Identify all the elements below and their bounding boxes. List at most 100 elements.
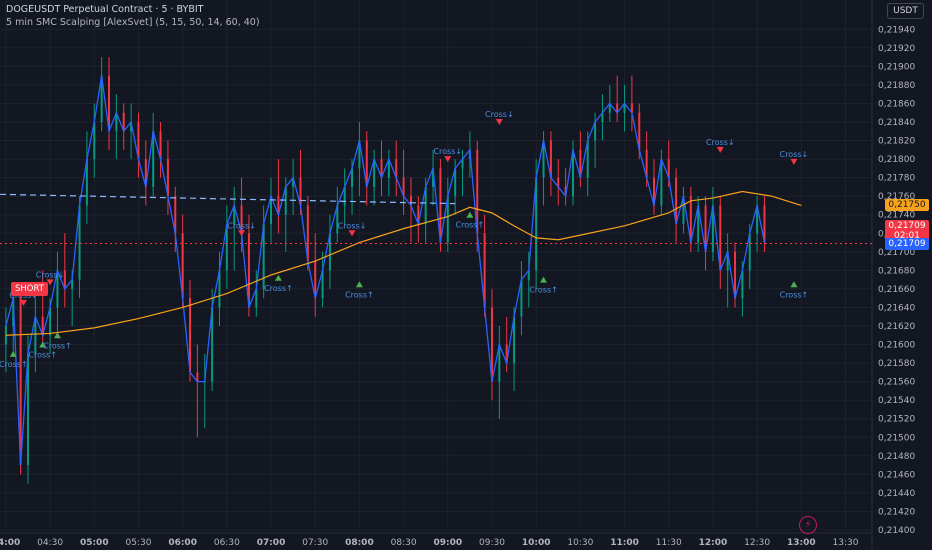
cross-down-arrow [716,146,724,153]
candle-body [63,270,66,289]
cross-up-label: Cross↑ [0,360,28,369]
y-tick-label: 0,21680 [878,266,915,276]
candle-body [741,270,744,299]
y-tick-label: 0,21480 [878,452,915,462]
candle-body [586,140,589,178]
candle-body [100,75,103,122]
price-line-badge: 0,21709 [885,238,929,250]
candle-body [358,140,361,169]
cross-up-arrow [355,281,363,288]
candle-body [26,353,29,466]
cross-up-label: Cross↑ [28,351,57,360]
currency-button[interactable]: USDT [887,3,924,19]
candle-body [682,196,685,224]
x-tick-label: 09:00 [433,538,462,548]
candle-body [225,224,228,271]
candle-body [343,186,346,206]
y-tick-label: 0,21660 [878,285,915,295]
bar-countdown: 02:01 [894,231,920,241]
cross-up-arrow [540,276,548,283]
x-tick-label: 09:30 [479,538,505,548]
x-tick-label: 07:30 [302,538,328,548]
candle-body [719,205,722,271]
candle-body [653,177,655,206]
cross-down-label: Cross↓ [338,221,367,230]
y-tick-label: 0,21460 [878,470,915,480]
y-tick-label: 0,21820 [878,137,915,147]
y-tick-label: 0,21860 [878,99,915,109]
candle-body [328,233,331,271]
candle-body [704,205,707,252]
cross-down-label: Cross↓ [36,270,65,279]
x-tick-label: 06:30 [214,538,240,548]
candle-body [513,316,516,364]
candle-body [527,270,530,280]
candle-body [321,270,324,299]
candle-body [233,205,236,224]
candle-body [299,177,302,206]
candle-body [490,307,493,382]
y-tick-label: 0,21920 [878,44,915,54]
cross-up-label: Cross↑ [43,341,72,350]
candle-body [446,196,449,243]
candle-body [292,177,295,187]
x-tick-label: 04:30 [37,538,63,548]
candle-body [380,159,383,178]
x-tick-label: 11:00 [610,538,639,548]
candle-body [306,205,309,262]
candle-body [93,122,96,160]
lightning-icon[interactable]: ⚡ [799,516,817,534]
candle-body [520,279,523,317]
y-tick-label: 0,21840 [878,118,915,128]
candle-body [667,159,670,178]
candle-body [314,261,317,299]
y-tick-label: 0,21560 [878,378,915,388]
candle-body [409,196,412,206]
candle-body [34,316,37,354]
candle-body [549,140,552,178]
candle-body [608,103,611,113]
y-tick-label: 0,21600 [878,341,915,351]
y-tick-label: 0,21760 [878,192,915,202]
x-tick-label: 10:00 [522,538,551,548]
cross-down-arrow [20,299,28,306]
candle-body [41,316,44,336]
cross-up-arrow [790,281,798,288]
candle-body [284,186,287,215]
candle-body [336,205,339,234]
candle-body [483,233,486,308]
cross-down-label: Cross↓ [706,138,735,147]
y-tick-label: 0,21520 [878,415,915,425]
candle-body [630,103,633,113]
symbol-title: DOGEUSDT Perpetual Contract · 5 · BYBIT [6,4,204,15]
cross-down-arrow [238,230,246,237]
candle-body [763,205,766,243]
candle-body [601,112,604,122]
candle-body [579,149,582,178]
last-price-value: 0,21709 [888,221,926,231]
candle-body [756,205,759,234]
indicator-legend[interactable]: 5 min SMC Scalping [AlexSvet] (5, 15, 50… [6,17,260,28]
candle-body [638,112,641,150]
y-tick-label: 0,21420 [878,507,915,517]
cross-down-arrow [444,156,452,163]
y-tick-label: 0,21800 [878,155,915,165]
candle-body [726,251,729,271]
y-tick-label: 0,21540 [878,396,915,406]
cross-up-arrow [53,332,61,339]
cross-up-arrow [39,341,47,348]
candle-body [270,196,273,224]
candle-body [108,75,110,132]
candle-body [255,288,258,308]
close-price-line [5,75,766,466]
candle-body [675,177,678,224]
candle-body [616,103,619,113]
candle-body [351,168,354,187]
candle-body [557,177,560,187]
candle-body [660,159,663,206]
y-tick-label: 0,21400 [878,526,915,536]
y-tick-label: 0,21940 [878,25,915,35]
x-tick-label: 05:00 [80,538,109,548]
y-tick-label: 0,21440 [878,489,915,499]
